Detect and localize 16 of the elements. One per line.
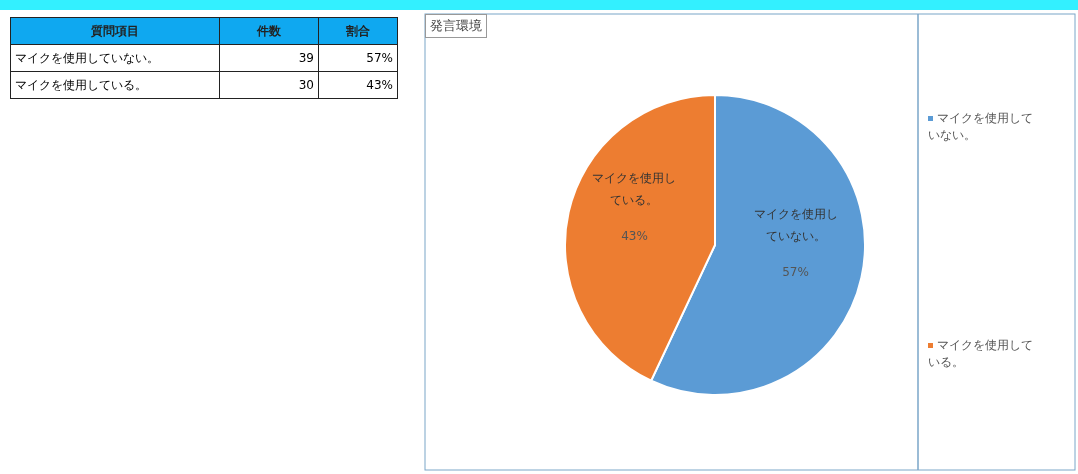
- data-label: 39: [219, 44, 319, 72]
- text: 件数: [219, 17, 319, 45]
- legend-label: マイクを使用していない。: [928, 111, 1033, 142]
- data-label: 30: [219, 71, 319, 99]
- data-label: 43%: [620, 228, 649, 245]
- data-label: 57%: [781, 264, 810, 281]
- text: 発言環境: [425, 14, 487, 38]
- legend-label: マイクを使用している。: [928, 338, 1033, 369]
- data-label: 57%: [318, 44, 398, 72]
- text: 質問項目: [10, 17, 220, 45]
- slice-label: マイクを使用していない。: [753, 206, 838, 245]
- category-label: マイクを使用していない。: [10, 44, 220, 72]
- text: 割合: [318, 17, 398, 45]
- slice-label: マイクを使用している。: [592, 170, 677, 209]
- data-label: 43%: [318, 71, 398, 99]
- category-label: マイクを使用している。: [10, 71, 220, 99]
